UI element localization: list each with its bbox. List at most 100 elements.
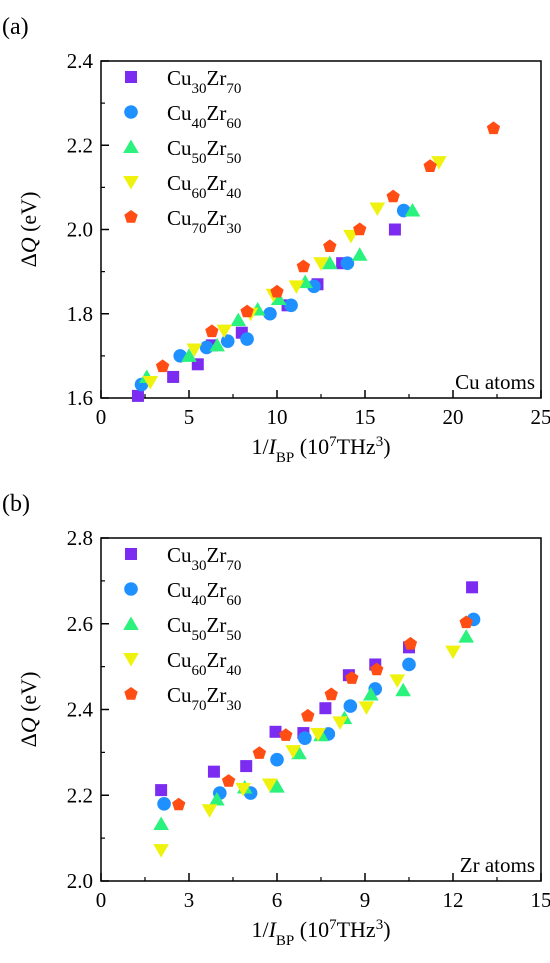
data-point xyxy=(209,337,225,352)
legend-label: Cu50Zr50 xyxy=(167,136,241,167)
data-point xyxy=(322,255,338,270)
legend-marker xyxy=(125,548,137,560)
data-point xyxy=(153,844,169,858)
data-point xyxy=(332,716,348,730)
legend-label: Cu30Zr70 xyxy=(167,66,241,97)
data-point xyxy=(209,792,225,806)
data-point xyxy=(343,699,358,713)
legend-label: Cu70Zr30 xyxy=(167,683,241,714)
panel-letter: (a) xyxy=(2,14,29,40)
data-point xyxy=(263,306,277,321)
data-point xyxy=(230,312,247,327)
panel-letter: (b) xyxy=(2,491,30,517)
y-axis-title: ΔQ (eV) xyxy=(16,192,41,268)
y-tick-label: 2.2 xyxy=(67,133,93,157)
legend-marker xyxy=(123,616,139,630)
data-point xyxy=(319,702,332,715)
data-point xyxy=(459,615,473,629)
x-tick-label: 20 xyxy=(443,405,464,429)
data-point xyxy=(296,259,311,273)
data-point xyxy=(324,687,338,701)
legend-marker xyxy=(123,176,139,190)
atom-type-note: Cu atoms xyxy=(455,370,535,394)
legend-marker xyxy=(125,71,137,83)
y-tick-label: 2.4 xyxy=(67,698,94,722)
x-axis-title: 1/IBP (107THz3) xyxy=(251,917,390,949)
x-tick-label: 5 xyxy=(184,405,195,429)
data-point xyxy=(167,370,180,383)
series-Cu30Zr70 xyxy=(155,581,479,797)
data-point xyxy=(207,765,220,778)
y-axis-title: ΔQ (eV) xyxy=(16,672,41,748)
data-point xyxy=(389,674,406,688)
data-point xyxy=(269,725,282,738)
data-point xyxy=(351,247,368,261)
chart-panel-b: (b) 0 3 6 9 12 15 2.0 2.2 2.4 2.6 2.8 1/IBP (107THz3… xyxy=(2,491,550,949)
y-tick-label: 2.2 xyxy=(67,783,93,807)
data-point xyxy=(370,662,384,676)
data-point xyxy=(157,797,171,811)
data-point xyxy=(235,782,252,797)
data-point xyxy=(186,343,203,358)
data-point xyxy=(240,332,254,346)
data-point xyxy=(221,774,236,787)
data-point xyxy=(142,375,159,390)
data-point xyxy=(270,752,284,767)
y-tick-label: 1.6 xyxy=(67,386,93,410)
data-point xyxy=(310,727,326,742)
y-tick-label: 1.8 xyxy=(67,302,93,326)
data-point xyxy=(155,784,168,797)
data-point xyxy=(220,334,235,348)
data-point xyxy=(285,745,301,759)
data-point xyxy=(404,203,421,217)
y-tick-label: 2.0 xyxy=(67,869,93,893)
data-point xyxy=(240,304,254,318)
legend: Cu30Zr70 Cu40Zr60 Cu50Zr50 Cu60Zr40 Cu70Zr30 xyxy=(123,543,241,714)
series-Cu70Zr30 xyxy=(172,615,473,811)
legend-label: Cu40Zr60 xyxy=(167,101,241,132)
data-point xyxy=(269,779,285,793)
data-point xyxy=(172,797,186,811)
y-tick-label: 2.8 xyxy=(67,526,93,550)
legend-label: Cu50Zr50 xyxy=(167,613,241,644)
data-point xyxy=(466,581,479,594)
data-point xyxy=(279,728,293,741)
data-point xyxy=(403,636,418,650)
chart-panel-a: (a) 0 5 10 15 20 25 1.6 1.8 2.0 2.2 2.4 1/IBP (107TH… xyxy=(2,14,550,466)
data-point xyxy=(313,257,329,271)
x-tick-label: 0 xyxy=(96,888,107,912)
data-point xyxy=(181,348,197,362)
data-point xyxy=(395,682,411,697)
x-tick-label: 15 xyxy=(355,405,376,429)
legend-marker xyxy=(124,687,138,700)
data-point xyxy=(201,804,218,818)
data-point xyxy=(298,731,312,746)
data-point xyxy=(284,298,298,313)
data-point xyxy=(486,121,501,135)
legend-label: Cu60Zr40 xyxy=(167,171,241,202)
data-point xyxy=(205,324,219,338)
data-point xyxy=(423,159,437,172)
series-Cu60Zr40 xyxy=(153,645,461,858)
data-point xyxy=(301,708,315,722)
data-point xyxy=(270,291,287,306)
atom-type-note: Zr atoms xyxy=(460,853,535,877)
x-tick-label: 10 xyxy=(267,405,288,429)
y-tick-label: 2.6 xyxy=(67,612,93,636)
data-point xyxy=(445,645,461,660)
data-point xyxy=(353,222,367,236)
legend: Cu30Zr70 Cu40Zr60 Cu50Zr50 Cu60Zr40 Cu70Zr30 xyxy=(123,66,241,237)
series-Cu60Zr40 xyxy=(142,156,447,390)
data-point xyxy=(458,629,474,643)
legend-label: Cu30Zr70 xyxy=(167,543,241,574)
data-point xyxy=(343,229,359,244)
legend-marker xyxy=(124,582,138,596)
data-point xyxy=(261,778,278,793)
x-tick-label: 0 xyxy=(96,405,107,429)
x-tick-label: 25 xyxy=(531,405,550,429)
legend-marker xyxy=(123,139,139,153)
x-tick-label: 3 xyxy=(184,888,195,912)
data-point xyxy=(340,256,355,271)
x-tick-label: 15 xyxy=(531,888,550,912)
